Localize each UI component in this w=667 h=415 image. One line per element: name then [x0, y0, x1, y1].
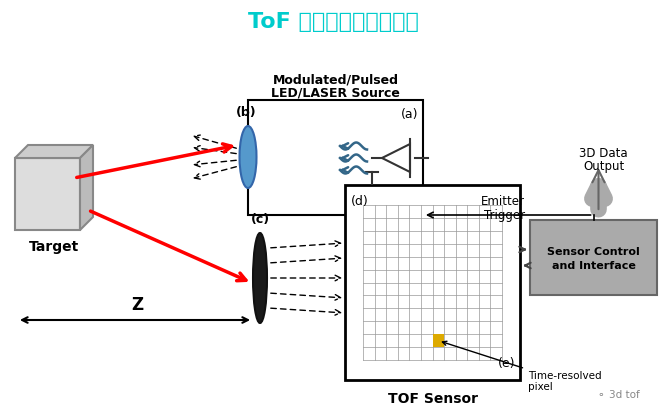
Text: Emitter: Emitter: [481, 195, 525, 208]
Ellipse shape: [253, 233, 267, 323]
Bar: [248, 100, 423, 215]
Text: Modulated/Pulsed: Modulated/Pulsed: [273, 73, 398, 86]
Bar: [15, 158, 80, 230]
Text: ⚬ 3d tof: ⚬ 3d tof: [597, 390, 640, 400]
Text: (a): (a): [400, 108, 418, 121]
Bar: [432, 334, 444, 347]
Text: TOF Sensor: TOF Sensor: [388, 392, 478, 406]
Text: (e): (e): [498, 357, 515, 370]
Text: Sensor Control: Sensor Control: [547, 247, 640, 256]
Text: and Interface: and Interface: [552, 261, 636, 271]
Text: Target: Target: [29, 240, 79, 254]
Text: Z: Z: [131, 296, 143, 314]
Text: (d): (d): [351, 195, 369, 208]
Polygon shape: [80, 145, 93, 230]
Text: Trigger: Trigger: [484, 208, 525, 222]
Bar: [530, 220, 657, 295]
Ellipse shape: [239, 126, 257, 188]
Text: ToF 模组工作原理示意图: ToF 模组工作原理示意图: [247, 12, 418, 32]
Bar: [345, 185, 520, 380]
Polygon shape: [15, 145, 93, 158]
Text: LED/LASER Source: LED/LASER Source: [271, 86, 400, 100]
Text: (b): (b): [235, 106, 256, 119]
Text: 3D Data: 3D Data: [579, 147, 628, 160]
Text: Output: Output: [583, 160, 624, 173]
Text: (c): (c): [250, 213, 269, 226]
Text: Time-resolved
pixel: Time-resolved pixel: [442, 341, 602, 392]
